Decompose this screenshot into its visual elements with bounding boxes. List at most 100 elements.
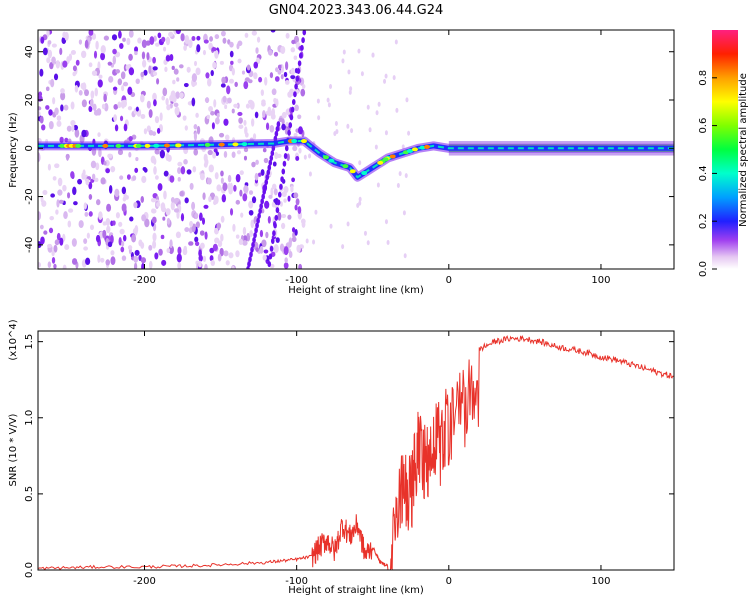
noise-dot — [191, 36, 196, 41]
noise-dot — [140, 196, 145, 203]
noise-dot — [154, 175, 159, 180]
noise-dot — [165, 54, 171, 62]
noise-dot — [297, 114, 302, 120]
streak-dot — [290, 106, 295, 113]
streak-dot — [258, 208, 262, 215]
streak-dot — [280, 176, 284, 183]
noise-dot — [71, 258, 78, 265]
noise-dot — [287, 214, 292, 220]
noise-dot — [247, 99, 254, 105]
snr-line — [38, 334, 674, 570]
noise-dot — [219, 247, 224, 257]
noise-dot — [98, 74, 103, 79]
noise-dot — [121, 203, 127, 213]
noise-dot — [78, 39, 83, 45]
noise-dot — [268, 194, 273, 199]
noise-dot — [114, 124, 119, 132]
noise-dot — [39, 68, 44, 77]
noise-dot — [38, 106, 42, 111]
track-blob — [424, 144, 431, 149]
noise-dot — [66, 125, 72, 132]
noise-dot — [141, 175, 147, 184]
noise-dot — [165, 208, 171, 216]
noise-dot — [123, 123, 128, 132]
noise-dot — [220, 177, 224, 184]
noise-dot — [84, 89, 89, 97]
noise-dot — [297, 206, 302, 215]
streak-dot — [260, 198, 264, 205]
noise-dot — [220, 170, 224, 177]
noise-dot — [148, 244, 153, 251]
noise-dot — [47, 261, 52, 268]
noise-dot — [403, 253, 407, 259]
streak-dot — [298, 52, 303, 59]
noise-dot — [229, 41, 234, 48]
noise-dot — [189, 182, 194, 190]
snr-panel: -200 -100 0 100 0.0 0.5 1.0 1.5 Height of strai… — [8, 319, 675, 596]
noise-dot — [225, 260, 230, 266]
track-blob — [75, 143, 82, 148]
noise-dot — [223, 151, 228, 158]
noise-dot — [53, 73, 59, 81]
noise-dot — [273, 244, 279, 254]
streak-dot — [270, 150, 275, 157]
noise-dot — [295, 155, 300, 161]
colorbar-tick-label: 0.4 — [698, 165, 709, 181]
noise-dot — [60, 104, 64, 112]
noise-dot — [135, 106, 139, 112]
noise-dot — [202, 255, 207, 263]
y-tick-label: 0.0 — [24, 562, 35, 578]
noise-dot — [281, 118, 285, 126]
noise-dot — [214, 49, 219, 59]
noise-dot — [333, 131, 337, 137]
noise-dot — [110, 250, 115, 256]
noise-dot — [255, 247, 259, 252]
noise-dot — [290, 74, 296, 80]
streak-dot — [293, 91, 297, 98]
noise-dot — [96, 199, 101, 206]
noise-dot — [175, 231, 181, 239]
noise-dot — [45, 105, 50, 110]
noise-dot — [296, 244, 301, 253]
noise-dot — [264, 76, 268, 86]
noise-dot — [127, 245, 133, 250]
noise-dot — [210, 111, 215, 116]
noise-dot — [148, 129, 154, 136]
noise-dot — [314, 209, 318, 215]
noise-dot — [342, 49, 346, 55]
noise-dot — [140, 71, 145, 78]
noise-dot — [186, 169, 192, 175]
noise-dot — [140, 113, 146, 119]
streak-dot — [251, 241, 255, 248]
streak-dot — [277, 191, 282, 198]
streak-dot — [255, 222, 259, 229]
noise-dot — [255, 159, 259, 165]
noise-dot — [39, 224, 44, 230]
snr-frame — [37, 330, 675, 571]
track-blob — [361, 171, 368, 176]
noise-dot — [71, 238, 77, 247]
noise-dot — [208, 106, 214, 112]
y-tick-label: 0 — [24, 145, 35, 151]
noise-dot — [238, 124, 244, 129]
noise-dot — [200, 242, 205, 249]
noise-dot — [73, 201, 78, 206]
noise-dot — [242, 226, 247, 236]
track-blob — [218, 142, 225, 147]
noise-dot — [101, 103, 106, 110]
streak-dot — [249, 251, 253, 258]
noise-dot — [300, 88, 306, 97]
noise-dot — [346, 221, 350, 227]
noise-dot — [117, 149, 124, 156]
noise-dot — [134, 46, 139, 53]
noise-dot — [115, 69, 121, 74]
noise-dot — [195, 112, 199, 118]
noise-dot — [265, 231, 269, 239]
noise-dot — [134, 167, 139, 173]
noise-dot — [308, 153, 312, 159]
noise-dot — [184, 125, 188, 131]
noise-dot — [40, 236, 45, 245]
x-tick-label: -100 — [285, 576, 308, 587]
noise-dot — [235, 199, 241, 205]
noise-dot — [270, 113, 276, 120]
